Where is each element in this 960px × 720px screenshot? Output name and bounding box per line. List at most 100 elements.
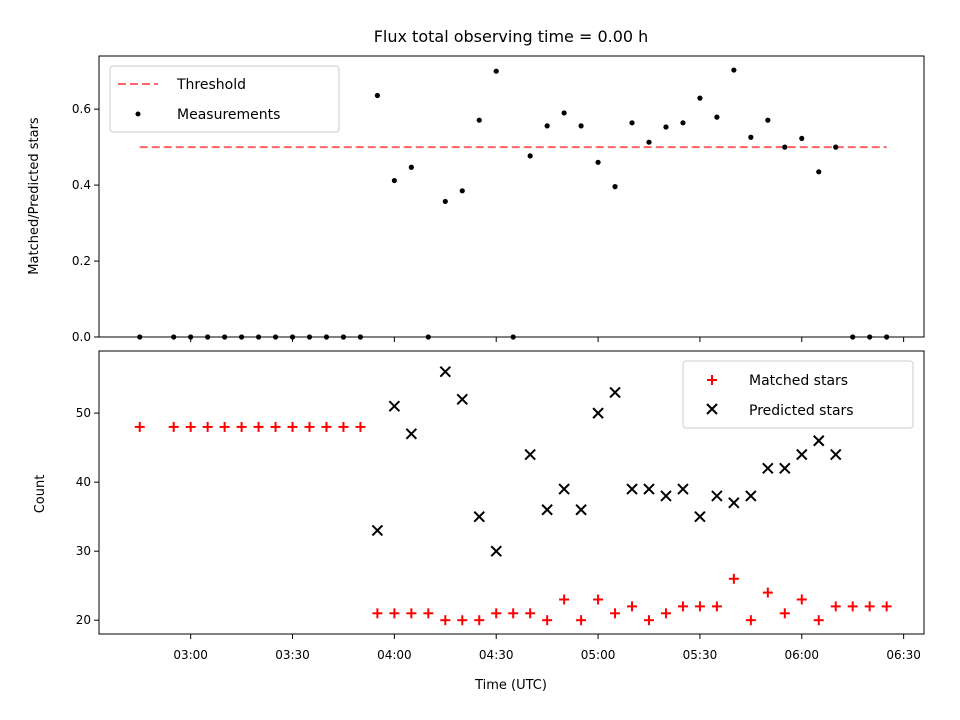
measurement-point: [188, 334, 194, 340]
measurement-point: [459, 188, 465, 194]
matched-star-point: [202, 421, 213, 432]
measurement-point: [884, 334, 890, 340]
measurement-point: [323, 334, 330, 340]
measurement-point: [629, 120, 635, 126]
predicted-star-point: [439, 366, 452, 378]
measurement-point: [663, 124, 669, 130]
measurement-point: [374, 92, 380, 99]
bottom-legend: Matched stars Predicted stars: [682, 360, 914, 429]
measurement-point: [493, 68, 499, 74]
matched-star-point: [593, 594, 604, 605]
matched-star-point: [813, 615, 824, 626]
predicted-star-point: [660, 490, 672, 502]
predicted-star-point: [626, 483, 638, 495]
matched-star-point: [576, 615, 587, 626]
y-tick-label: 0.2: [72, 254, 91, 268]
measurement-point: [578, 123, 584, 129]
predicted-star-point: [745, 490, 757, 502]
bottom-legend-box: [682, 360, 914, 429]
measurement-point: [748, 134, 754, 140]
matched-star-point: [168, 421, 179, 432]
matched-star-point: [694, 601, 705, 612]
x-tick-label: 06:00: [784, 648, 819, 662]
top-y-axis-label: Matched/Predicted stars: [27, 117, 42, 275]
predicted-star-point: [830, 448, 842, 461]
measurement-point: [255, 334, 262, 340]
measurement-point: [816, 169, 822, 175]
matched-star-point: [253, 421, 264, 432]
measurement-point: [476, 117, 482, 123]
predicted-star-point: [762, 462, 774, 475]
x-tick-label: 06:30: [886, 648, 921, 662]
measurement-point: [442, 198, 448, 205]
x-tick-label: 04:00: [377, 648, 412, 662]
measurements-legend-label: Measurements: [177, 107, 280, 123]
matched-star-point: [440, 615, 451, 626]
measurement-point: [171, 334, 177, 340]
bottom-plot-frame: [98, 350, 925, 635]
predicted-star-point: [541, 504, 553, 516]
y-tick-label: 50: [76, 406, 91, 420]
measurement-point: [544, 123, 550, 129]
matched-star-point: [644, 615, 654, 626]
measurement-point: [391, 177, 397, 184]
measurement-point: [799, 135, 805, 142]
predicted-star-point: [490, 545, 502, 557]
x-tick-label: 03:30: [275, 648, 310, 662]
measurement-point: [340, 334, 347, 340]
matched-star-point: [508, 608, 519, 619]
matched-star-point: [338, 421, 349, 432]
matched-legend-label: Matched stars: [749, 373, 848, 389]
matched-star-point: [864, 601, 875, 612]
matched-star-point: [321, 421, 332, 432]
matched-star-point: [372, 608, 383, 619]
measurement-point: [561, 110, 567, 116]
measurement-point: [137, 334, 143, 340]
measurement-point: [731, 67, 737, 73]
measurement-point: [782, 144, 788, 150]
measurement-point: [408, 164, 414, 170]
measurement-point: [289, 334, 296, 340]
x-axis-label: Time (UTC): [474, 678, 547, 693]
predicted-star-point: [524, 448, 536, 461]
measurement-point: [425, 334, 431, 340]
measurement-point: [867, 334, 873, 340]
predicted-star-point: [473, 510, 485, 523]
matched-legend-swatch: [707, 375, 717, 385]
measurement-point: [272, 334, 279, 340]
measurement-point: [833, 144, 839, 150]
measurement-point: [238, 334, 245, 340]
measurement-point: [527, 153, 533, 159]
matched-star-point: [745, 615, 756, 626]
bottom-y-axis-label: Count: [33, 475, 48, 514]
matched-star-point: [660, 608, 671, 619]
matched-star-point: [287, 421, 298, 432]
predicted-star-point: [371, 524, 384, 537]
matched-star-point: [525, 608, 536, 619]
matched-star-point: [796, 594, 807, 605]
predicted-legend-swatch: [706, 403, 718, 415]
x-tick-label: 03:00: [173, 648, 208, 662]
x-tick-label: 04:30: [479, 648, 514, 662]
measurement-point: [714, 114, 720, 120]
threshold-legend-label: Threshold: [176, 77, 246, 93]
top-x-axis-ticks: [190, 337, 905, 342]
y-tick-label: 0.4: [72, 178, 91, 192]
predicted-star-point: [643, 483, 655, 495]
count-points: [134, 366, 892, 626]
predicted-star-point: [558, 483, 570, 495]
measurement-point: [222, 334, 228, 340]
predicted-star-point: [592, 407, 604, 419]
y-tick-label: 40: [76, 475, 91, 489]
predicted-star-point: [779, 462, 791, 475]
measurement-point: [205, 334, 211, 340]
bottom-y-axis: 20 30 40 50: [76, 406, 99, 627]
matched-star-point: [423, 608, 434, 619]
x-tick-label: 05:00: [581, 648, 616, 662]
measurement-point: [697, 95, 703, 101]
matched-star-point: [542, 615, 553, 626]
measurement-point: [595, 159, 601, 165]
predicted-star-point: [694, 510, 706, 523]
x-axis: 03:00 03:30 04:00 04:30 05:00 05:30 06:00 06:30: [173, 634, 921, 662]
